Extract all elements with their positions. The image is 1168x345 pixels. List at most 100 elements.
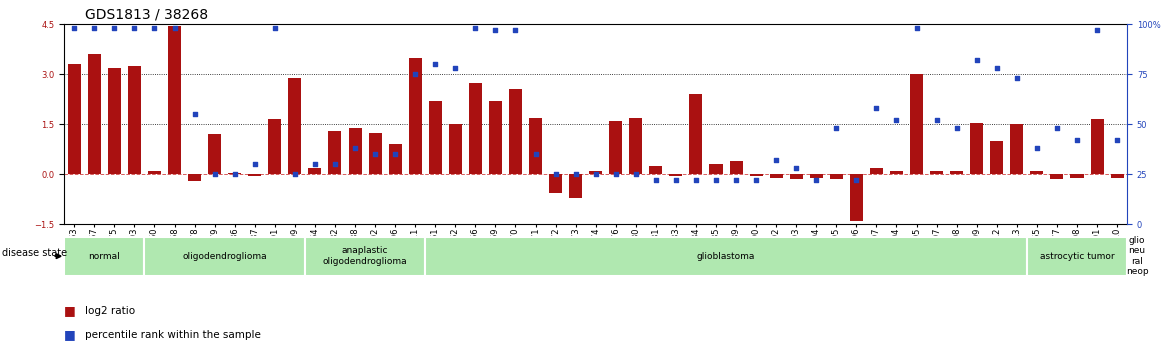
Bar [1111, 174, 1124, 178]
Point [746, 177, 765, 183]
Point [566, 171, 585, 177]
Point [707, 177, 725, 183]
Point [145, 26, 164, 31]
Point [787, 166, 806, 171]
Point [1107, 137, 1126, 143]
Bar [829, 174, 843, 179]
Bar [870, 168, 883, 174]
Text: GDS1813 / 38268: GDS1813 / 38268 [85, 8, 209, 22]
Bar [509, 89, 522, 174]
Point [225, 171, 244, 177]
Text: ■: ■ [64, 328, 76, 341]
Text: disease state: disease state [2, 248, 68, 258]
Text: normal: normal [89, 252, 120, 261]
Text: log2 ratio: log2 ratio [85, 306, 135, 315]
Point [1087, 27, 1106, 33]
Bar [549, 174, 562, 193]
Bar [589, 171, 603, 174]
Bar [369, 132, 382, 174]
Bar [88, 54, 100, 174]
Point [888, 117, 906, 123]
Point [908, 26, 926, 31]
Bar [709, 164, 723, 174]
Point [125, 26, 144, 31]
Text: ■: ■ [64, 304, 76, 317]
Point [847, 177, 865, 183]
Bar [1030, 171, 1043, 174]
Bar [669, 174, 682, 176]
FancyBboxPatch shape [64, 237, 145, 276]
Point [65, 26, 84, 31]
Point [186, 111, 204, 117]
Bar [649, 166, 662, 174]
Point [606, 171, 625, 177]
Bar [308, 168, 321, 174]
Bar [930, 171, 943, 174]
Bar [630, 118, 642, 174]
Text: astrocytic tumor: astrocytic tumor [1040, 252, 1114, 261]
Point [827, 126, 846, 131]
Point [767, 157, 786, 163]
Text: oligodendroglioma: oligodendroglioma [182, 252, 267, 261]
Point [326, 161, 345, 167]
Bar [529, 118, 542, 174]
Point [486, 27, 505, 33]
Bar [148, 171, 161, 174]
Bar [1010, 124, 1023, 174]
Point [967, 57, 986, 63]
Bar [610, 121, 623, 174]
Text: glioblastoma: glioblastoma [697, 252, 756, 261]
Bar [107, 68, 121, 174]
Bar [409, 58, 422, 174]
Point [927, 117, 946, 123]
Point [265, 26, 284, 31]
Bar [950, 171, 964, 174]
Bar [389, 144, 402, 174]
Bar [449, 124, 461, 174]
Point [385, 151, 404, 157]
Bar [809, 174, 822, 178]
Bar [269, 119, 281, 174]
Text: percentile rank within the sample: percentile rank within the sample [85, 330, 262, 339]
Point [206, 171, 224, 177]
Bar [468, 82, 482, 174]
Bar [1091, 119, 1104, 174]
Point [987, 66, 1006, 71]
Bar [730, 161, 743, 174]
Point [647, 177, 666, 183]
Point [1008, 76, 1027, 81]
Point [466, 26, 485, 31]
Point [1048, 126, 1066, 131]
Point [947, 126, 966, 131]
Bar [850, 174, 863, 221]
Bar [790, 174, 802, 179]
Bar [348, 128, 362, 174]
Point [667, 177, 686, 183]
Bar [288, 78, 301, 174]
Point [346, 146, 364, 151]
Bar [569, 174, 582, 198]
Bar [188, 174, 201, 181]
Bar [68, 64, 81, 174]
Point [105, 26, 124, 31]
Point [506, 27, 524, 33]
Bar [208, 134, 221, 174]
Bar [890, 171, 903, 174]
Point [245, 161, 264, 167]
Point [426, 61, 445, 67]
Point [405, 71, 424, 77]
Point [547, 171, 565, 177]
Bar [489, 101, 502, 174]
Bar [990, 141, 1003, 174]
Bar [1050, 174, 1063, 179]
Bar [168, 26, 181, 174]
Text: glio
neu
ral
neop: glio neu ral neop [1126, 236, 1148, 276]
Point [626, 171, 645, 177]
Point [366, 151, 384, 157]
FancyBboxPatch shape [145, 237, 305, 276]
Point [446, 66, 465, 71]
Bar [910, 74, 923, 174]
Text: anaplastic
oligodendroglioma: anaplastic oligodendroglioma [322, 246, 408, 266]
Point [586, 171, 605, 177]
Bar [128, 66, 141, 174]
